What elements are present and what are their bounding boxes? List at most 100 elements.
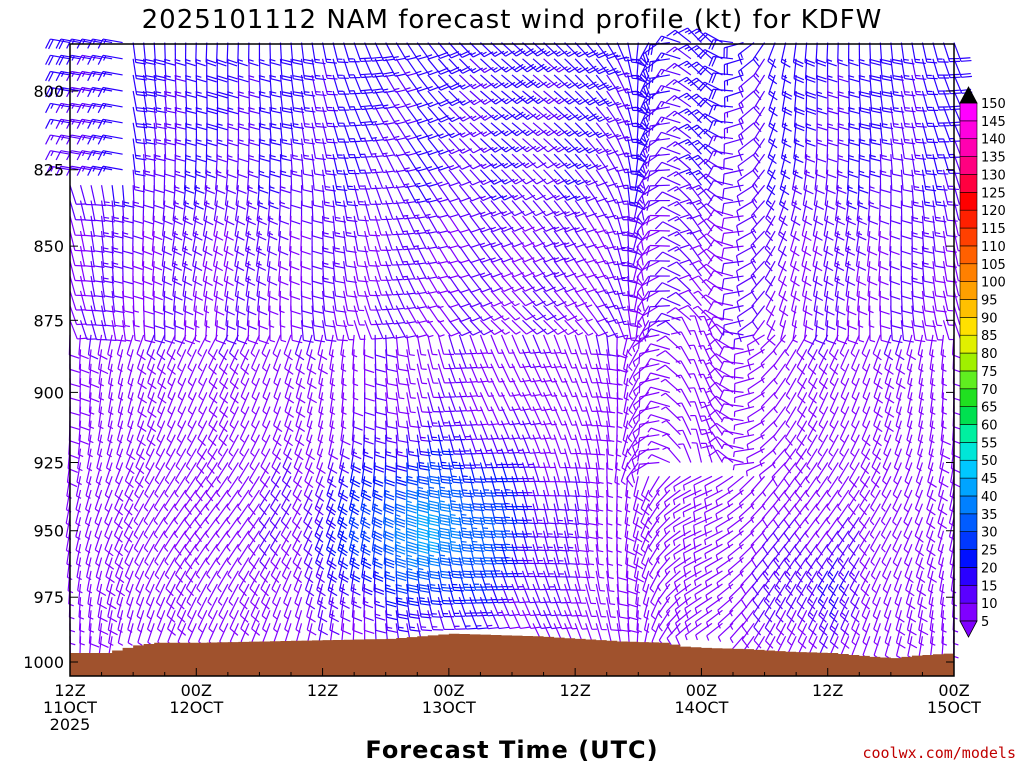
colorbar-swatch — [959, 602, 978, 622]
wind-barb — [458, 153, 483, 170]
wind-barb — [803, 320, 815, 345]
wind-barb — [122, 320, 131, 342]
wind-barb — [187, 392, 197, 415]
wind-barb — [133, 530, 145, 553]
wind-barb — [207, 596, 218, 620]
wind-barb — [374, 363, 387, 387]
wind-barb — [98, 406, 104, 430]
wind-barb — [427, 106, 451, 123]
wind-barb — [469, 305, 493, 322]
wind-barb — [237, 475, 250, 498]
wind-barb — [156, 596, 166, 620]
wind-barb — [248, 475, 260, 498]
wind-barb — [521, 434, 541, 454]
wind-barb — [917, 597, 928, 623]
wind-barb — [300, 305, 313, 329]
wind-barb — [187, 596, 197, 620]
wind-barb — [838, 557, 850, 583]
wind-barb — [654, 191, 681, 202]
wind-barb — [258, 74, 271, 99]
wind-barb — [480, 58, 505, 73]
colorbar-label: 60 — [981, 419, 998, 434]
wind-barb — [806, 570, 818, 597]
wind-barb — [127, 392, 134, 415]
wind-barb — [532, 215, 556, 232]
colorbar-min-arrow — [959, 620, 978, 638]
wind-barb — [152, 290, 164, 315]
wind-barb — [906, 597, 917, 623]
wind-barb — [606, 392, 616, 414]
wind-barb — [227, 557, 239, 579]
wind-barb — [804, 503, 818, 525]
wind-barb — [635, 597, 642, 620]
wind-barb — [395, 106, 418, 125]
wind-barb — [385, 597, 398, 621]
wind-barb — [385, 584, 397, 608]
wind-barb — [628, 406, 639, 429]
wind-barb — [792, 42, 804, 68]
wind-barb — [704, 475, 723, 497]
wind-barb — [795, 570, 808, 597]
wind-barb — [673, 475, 692, 492]
wind-barb — [427, 215, 449, 234]
wind-barb — [574, 406, 593, 427]
wind-barb — [184, 154, 196, 179]
wind-barb — [79, 392, 90, 417]
wind-barb — [868, 169, 880, 194]
wind-barb — [437, 305, 461, 323]
wind-barb — [164, 42, 176, 66]
wind-barb — [801, 245, 812, 272]
wind-barb — [205, 516, 218, 538]
wind-barb — [416, 377, 428, 399]
wind-barb — [501, 184, 525, 201]
wind-barb — [219, 392, 229, 418]
wind-barb — [437, 215, 460, 234]
wind-barb — [783, 530, 797, 556]
wind-barb — [678, 443, 692, 463]
wind-barb — [673, 543, 692, 560]
wind-barb — [113, 516, 124, 543]
wind-barb — [289, 215, 300, 240]
wind-barb — [638, 420, 660, 435]
wind-barb — [106, 583, 117, 610]
wind-barb — [469, 406, 488, 426]
wind-barb — [501, 305, 521, 321]
wind-barb — [146, 596, 155, 620]
wind-barb — [437, 230, 459, 249]
wind-barb — [283, 583, 292, 607]
wind-barb — [364, 392, 375, 416]
wind-barb — [784, 557, 797, 583]
wind-barb — [753, 106, 766, 133]
wind-barb — [143, 42, 156, 66]
wind-barb — [123, 530, 134, 553]
wind-barb — [185, 138, 196, 163]
wind-barb — [848, 74, 860, 99]
wind-barb — [215, 516, 229, 538]
wind-barb — [427, 334, 438, 356]
wind-barb — [448, 153, 472, 170]
colorbar-label: 30 — [981, 526, 998, 541]
wind-barb — [794, 543, 808, 570]
wind-barb — [745, 461, 765, 477]
wind-barb — [553, 290, 577, 307]
wind-barb — [858, 74, 871, 98]
wind-barb — [248, 557, 260, 583]
wind-barb — [458, 319, 483, 336]
wind-barb — [155, 570, 166, 593]
wind-barb — [373, 448, 385, 473]
wind-barb — [145, 583, 155, 607]
wind-barb — [511, 334, 531, 354]
wind-barb — [362, 434, 374, 459]
wind-barb — [511, 184, 536, 201]
wind-barb — [227, 106, 239, 131]
wind-barb — [522, 290, 546, 307]
wind-barb — [574, 305, 593, 322]
wind-barb — [543, 260, 566, 278]
wind-barb — [206, 570, 218, 593]
wind-barb — [137, 363, 147, 390]
wind-barb — [226, 503, 239, 525]
wind-barb — [133, 516, 145, 539]
wind-barb — [186, 583, 197, 606]
wind-barb — [878, 200, 890, 225]
wind-barb — [479, 260, 503, 278]
